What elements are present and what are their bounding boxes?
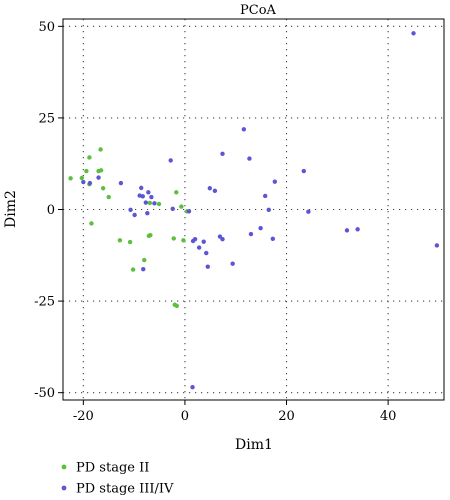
point-pd-stage-iii-iv bbox=[205, 264, 210, 269]
point-pd-stage-ii bbox=[89, 221, 94, 226]
point-pd-stage-iii-iv bbox=[204, 250, 209, 256]
x-tick-label: 0 bbox=[181, 409, 189, 424]
point-pd-stage-iii-iv bbox=[212, 188, 218, 194]
point-pd-stage-ii bbox=[147, 200, 153, 206]
point-pd-stage-iii-iv bbox=[132, 212, 137, 218]
y-tick-label: -50 bbox=[34, 386, 55, 401]
x-axis-label: Dim1 bbox=[235, 437, 273, 453]
point-pd-stage-ii bbox=[130, 267, 136, 272]
legend: PD stage II PD stage III/IV bbox=[61, 461, 174, 497]
x-tick-label: 20 bbox=[278, 409, 295, 424]
axis-ticks: -20 0 20 40 -50 -25 0 25 50 bbox=[34, 20, 396, 424]
point-pd-stage-iii-iv bbox=[411, 31, 416, 36]
point-pd-stage-iii-iv bbox=[196, 245, 202, 250]
point-pd-stage-iii-iv bbox=[137, 193, 142, 198]
point-pd-stage-iii-iv bbox=[207, 186, 213, 191]
point-pd-stage-iii-iv bbox=[87, 180, 93, 186]
point-pd-stage-iii-iv bbox=[186, 209, 192, 214]
plot-area-frame bbox=[62, 18, 445, 401]
point-pd-stage-ii bbox=[148, 232, 153, 238]
point-pd-stage-iii-iv bbox=[258, 225, 263, 231]
point-pd-stage-iii-iv bbox=[128, 207, 133, 213]
y-tick-label: 50 bbox=[38, 20, 55, 35]
point-pd-stage-iii-iv bbox=[149, 194, 154, 200]
point-pd-stage-ii bbox=[156, 201, 162, 207]
point-pd-stage-iii-iv bbox=[220, 151, 225, 157]
point-pd-stage-iii-iv bbox=[270, 236, 276, 242]
point-pd-stage-iii-iv bbox=[96, 175, 101, 180]
point-pd-stage-ii bbox=[127, 239, 133, 245]
point-pd-stage-ii bbox=[87, 155, 92, 160]
data-points bbox=[68, 31, 440, 390]
point-pd-stage-ii bbox=[172, 302, 177, 307]
point-pd-stage-iii-iv bbox=[118, 180, 124, 186]
point-pd-stage-iii-iv bbox=[248, 231, 254, 237]
point-pd-stage-ii bbox=[100, 186, 106, 191]
point-pd-stage-iii-iv bbox=[139, 185, 144, 191]
point-pd-stage-ii bbox=[79, 175, 84, 181]
point-pd-stage-iii-iv bbox=[146, 190, 151, 195]
y-tick-label: -25 bbox=[34, 295, 55, 310]
chart-title: PCoA bbox=[240, 3, 277, 18]
point-pd-stage-iii-iv bbox=[220, 236, 225, 242]
point-pd-stage-iii-iv bbox=[262, 193, 268, 199]
point-pd-stage-ii bbox=[98, 147, 103, 152]
point-pd-stage-iii-iv bbox=[355, 227, 360, 232]
point-pd-stage-iii-iv bbox=[301, 168, 306, 174]
point-pd-stage-iii-iv bbox=[201, 239, 206, 244]
point-pd-stage-iii-iv bbox=[266, 207, 271, 213]
x-tick-label: 40 bbox=[380, 409, 397, 424]
point-pd-stage-ii bbox=[171, 236, 176, 241]
point-pd-stage-ii bbox=[181, 238, 186, 243]
point-pd-stage-iii-iv bbox=[190, 384, 195, 390]
point-pd-stage-iii-iv bbox=[230, 261, 235, 266]
x-tick-label: -20 bbox=[73, 409, 94, 424]
point-pd-stage-ii bbox=[98, 168, 104, 173]
point-pd-stage-ii bbox=[117, 238, 123, 243]
point-pd-stage-iii-iv bbox=[434, 243, 440, 248]
point-pd-stage-ii bbox=[106, 194, 111, 200]
point-pd-stage-iii-iv bbox=[241, 127, 247, 132]
point-pd-stage-iii-iv bbox=[143, 200, 149, 205]
point-pd-stage-iii-iv bbox=[81, 179, 86, 185]
legend-marker bbox=[61, 485, 67, 491]
legend-label: PD stage III/IV bbox=[76, 482, 174, 497]
point-pd-stage-ii bbox=[84, 168, 89, 174]
point-pd-stage-iii-iv bbox=[152, 201, 157, 206]
point-pd-stage-ii bbox=[179, 204, 184, 209]
grid-lines bbox=[63, 19, 444, 400]
y-axis-label: Dim2 bbox=[3, 190, 19, 228]
point-pd-stage-iii-iv bbox=[141, 267, 146, 272]
y-tick-label: 25 bbox=[38, 111, 55, 126]
point-pd-stage-iii-iv bbox=[344, 228, 350, 233]
point-pd-stage-iii-iv bbox=[247, 156, 252, 161]
point-pd-stage-iii-iv bbox=[145, 210, 150, 216]
point-pd-stage-iii-iv bbox=[168, 158, 173, 163]
y-tick-label: 0 bbox=[47, 203, 55, 218]
point-pd-stage-iii-iv bbox=[170, 206, 175, 211]
point-pd-stage-iii-iv bbox=[272, 179, 278, 184]
point-pd-stage-ii bbox=[68, 176, 73, 181]
point-pd-stage-iii-iv bbox=[192, 236, 198, 242]
point-pd-stage-ii bbox=[174, 190, 179, 195]
legend-label: PD stage II bbox=[76, 461, 149, 476]
legend-marker bbox=[61, 464, 67, 470]
point-pd-stage-ii bbox=[142, 257, 147, 263]
point-pd-stage-iii-iv bbox=[306, 209, 311, 214]
